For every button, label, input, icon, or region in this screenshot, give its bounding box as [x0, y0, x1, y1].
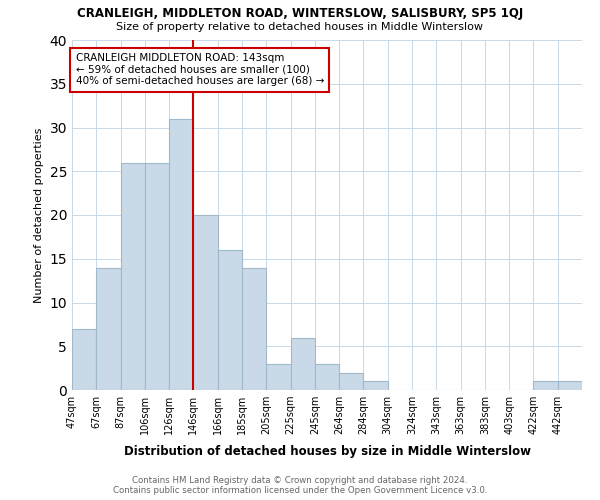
- Bar: [193, 215, 218, 390]
- Bar: [121, 162, 145, 390]
- Bar: [364, 381, 388, 390]
- Bar: [72, 329, 96, 390]
- Bar: [266, 364, 290, 390]
- Text: CRANLEIGH MIDDLETON ROAD: 143sqm
← 59% of detached houses are smaller (100)
40% : CRANLEIGH MIDDLETON ROAD: 143sqm ← 59% o…: [76, 53, 324, 86]
- Bar: [169, 118, 193, 390]
- Bar: [218, 250, 242, 390]
- Text: CRANLEIGH, MIDDLETON ROAD, WINTERSLOW, SALISBURY, SP5 1QJ: CRANLEIGH, MIDDLETON ROAD, WINTERSLOW, S…: [77, 8, 523, 20]
- Bar: [339, 372, 364, 390]
- Y-axis label: Number of detached properties: Number of detached properties: [34, 128, 44, 302]
- Bar: [558, 381, 582, 390]
- Bar: [96, 268, 121, 390]
- Text: Contains HM Land Registry data © Crown copyright and database right 2024.
Contai: Contains HM Land Registry data © Crown c…: [113, 476, 487, 495]
- Bar: [145, 162, 169, 390]
- Bar: [533, 381, 558, 390]
- Bar: [242, 268, 266, 390]
- Text: Size of property relative to detached houses in Middle Winterslow: Size of property relative to detached ho…: [116, 22, 484, 32]
- Bar: [290, 338, 315, 390]
- Bar: [315, 364, 339, 390]
- X-axis label: Distribution of detached houses by size in Middle Winterslow: Distribution of detached houses by size …: [124, 446, 530, 458]
